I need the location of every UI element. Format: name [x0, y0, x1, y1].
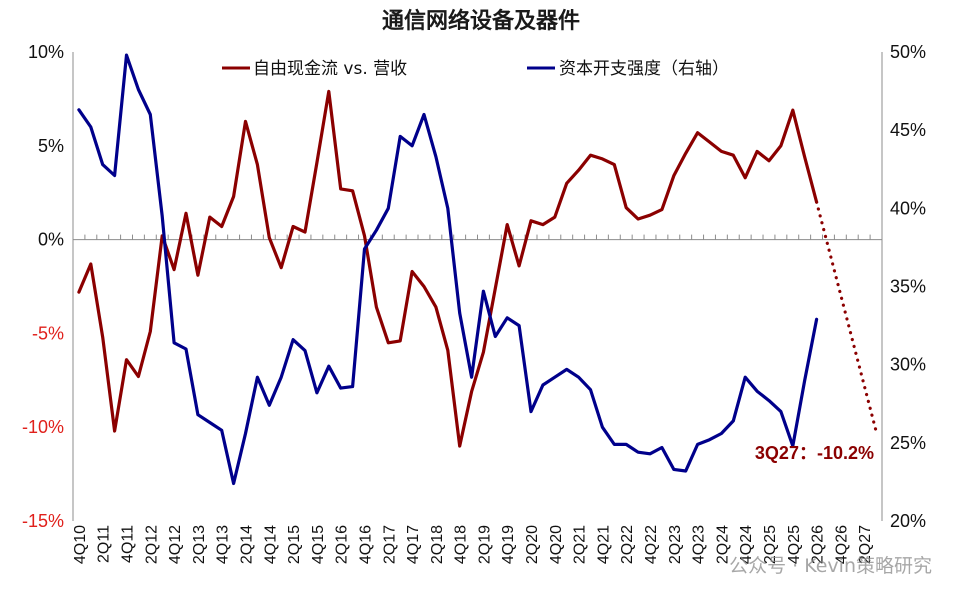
x-tick-label: 2Q16: [334, 525, 351, 564]
x-tick-label: 2Q20: [524, 525, 541, 564]
projection-annotation: 3Q27：-10.2%: [755, 443, 874, 463]
y-left-tick-label: 5%: [38, 136, 64, 156]
y-left-tick-label: 0%: [38, 230, 64, 250]
x-tick-label: 4Q26: [833, 525, 850, 564]
y-left-tick-label: -15%: [22, 511, 64, 531]
y-left-tick-label: -10%: [22, 417, 64, 437]
y-right-tick-label: 20%: [890, 511, 926, 531]
x-tick-label: 2Q27: [857, 525, 874, 564]
x-tick-label: 2Q25: [762, 525, 779, 564]
x-tick-label: 4Q17: [405, 525, 422, 564]
x-tick-label: 2Q15: [286, 525, 303, 564]
x-tick-label: 4Q20: [548, 525, 565, 564]
x-tick-label: 4Q12: [167, 525, 184, 564]
x-tick-label: 2Q19: [476, 525, 493, 564]
x-tick-label: 2Q26: [810, 525, 827, 564]
x-tick-label: 4Q22: [643, 525, 660, 564]
x-tick-label: 2Q11: [96, 525, 113, 563]
y-right-tick-label: 50%: [890, 42, 926, 62]
x-tick-label: 4Q21: [595, 525, 612, 564]
x-tick-label: 4Q14: [262, 525, 279, 564]
legend: 自由现金流 vs. 营收 资本开支强度（右轴）: [222, 59, 729, 79]
y-right-tick-label: 40%: [890, 198, 926, 218]
legend-label-capex: 资本开支强度（右轴）: [559, 59, 729, 79]
x-tick-label: 2Q17: [381, 525, 398, 564]
watermark: 公众号 · Kevin策略研究: [729, 555, 932, 577]
x-tick-label: 2Q18: [429, 525, 446, 564]
axes: 10% 5% 0% -5% -10% -15% 50% 45% 40% 35% 30% 25% 20% 4…: [22, 42, 926, 564]
x-tick-label: 2Q12: [143, 525, 160, 564]
x-tick-label: 2Q13: [191, 525, 208, 564]
x-tick-label: 2Q23: [667, 525, 684, 564]
series-line-fcf: [77, 89, 819, 448]
x-tick-label: 4Q23: [691, 525, 708, 564]
y-right-tick-label: 45%: [890, 120, 926, 140]
x-tick-label: 4Q19: [500, 525, 517, 564]
series-line-capex: [77, 53, 819, 486]
x-tick-label: 4Q15: [310, 525, 327, 564]
legend-label-fcf: 自由现金流 vs. 营收: [253, 59, 407, 79]
chart-title: 通信网络设备及器件: [382, 8, 580, 34]
x-tick-label: 2Q21: [572, 525, 589, 564]
x-tick-label: 4Q24: [738, 525, 755, 564]
x-tick-label: 2Q22: [619, 525, 636, 564]
y-left-tick-label: 10%: [28, 42, 64, 62]
y-right-tick-label: 35%: [890, 277, 926, 297]
y-right-tick-label: 25%: [890, 433, 926, 453]
x-tick-label: 2Q24: [714, 525, 731, 564]
x-tick-label: 2Q14: [239, 525, 256, 564]
y-left-tick-label: -5%: [32, 323, 64, 343]
x-tick-label: 4Q25: [786, 525, 803, 564]
x-tick-label: 4Q11: [120, 525, 137, 563]
series-layer: [77, 53, 878, 486]
x-tick-label: 4Q13: [215, 525, 232, 564]
x-tick-label: 4Q16: [357, 525, 374, 564]
x-tick-label: 4Q18: [453, 525, 470, 564]
y-right-tick-label: 30%: [890, 355, 926, 375]
x-tick-label: 4Q10: [72, 525, 89, 564]
